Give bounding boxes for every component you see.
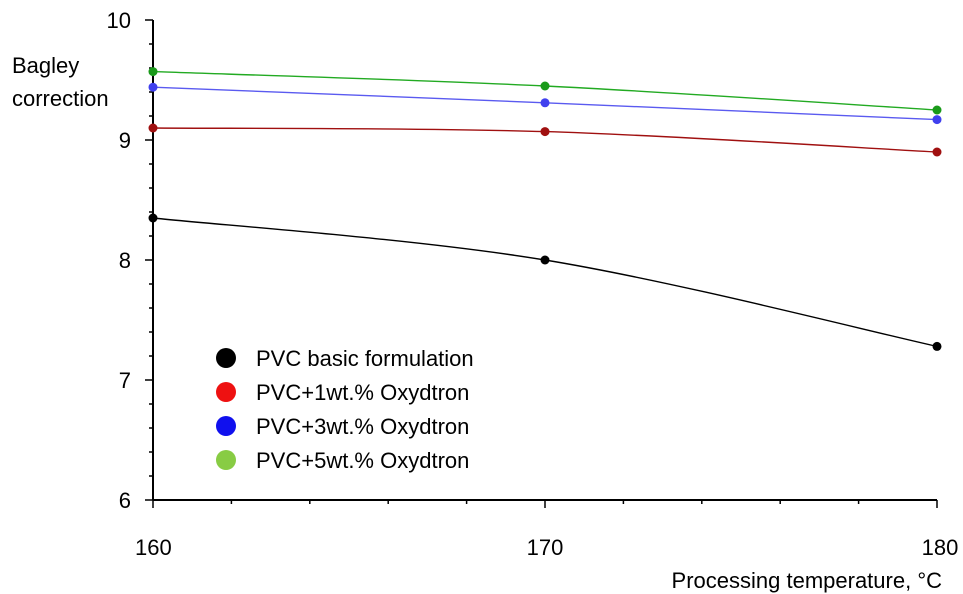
data-point — [148, 213, 158, 223]
y-tick-label: 8 — [119, 248, 131, 273]
data-point — [540, 255, 550, 265]
x-tick-label: 160 — [135, 535, 172, 560]
data-point — [932, 147, 942, 157]
data-point — [148, 82, 158, 92]
legend-marker-3 — [216, 416, 236, 436]
legend: PVC basic formulation PVC+1wt.% Oxydtron P… — [216, 346, 474, 473]
y-tick-label: 7 — [119, 368, 131, 393]
y-tick-label: 6 — [119, 488, 131, 513]
y-axis-title-line-2: correction — [12, 86, 109, 111]
legend-marker-4 — [216, 450, 236, 470]
data-point — [540, 81, 550, 91]
legend-label-3: PVC+3wt.% Oxydtron — [256, 414, 469, 439]
x-tick-label: 170 — [527, 535, 564, 560]
data-point — [932, 105, 942, 115]
legend-marker-2 — [216, 382, 236, 402]
data-point — [932, 341, 942, 351]
data-point — [148, 67, 158, 77]
data-point — [148, 123, 158, 133]
series-line-1 — [152, 217, 938, 348]
legend-label-2: PVC+1wt.% Oxydtron — [256, 380, 469, 405]
legend-label-1: PVC basic formulation — [256, 346, 474, 371]
legend-label-4: PVC+5wt.% Oxydtron — [256, 448, 469, 473]
x-ticks: 160 170 180 — [135, 500, 958, 560]
y-tick-label: 10 — [107, 8, 131, 33]
x-axis-title: Processing temperature, °C — [672, 568, 943, 593]
y-ticks: 6 7 8 9 10 — [107, 8, 153, 513]
y-axis-title-line-1: Bagley — [12, 53, 79, 78]
series-layer — [148, 67, 942, 351]
data-point — [932, 115, 942, 125]
data-point — [540, 127, 550, 137]
legend-marker-1 — [216, 348, 236, 368]
x-tick-label: 180 — [922, 535, 959, 560]
data-point — [540, 98, 550, 108]
y-tick-label: 9 — [119, 128, 131, 153]
